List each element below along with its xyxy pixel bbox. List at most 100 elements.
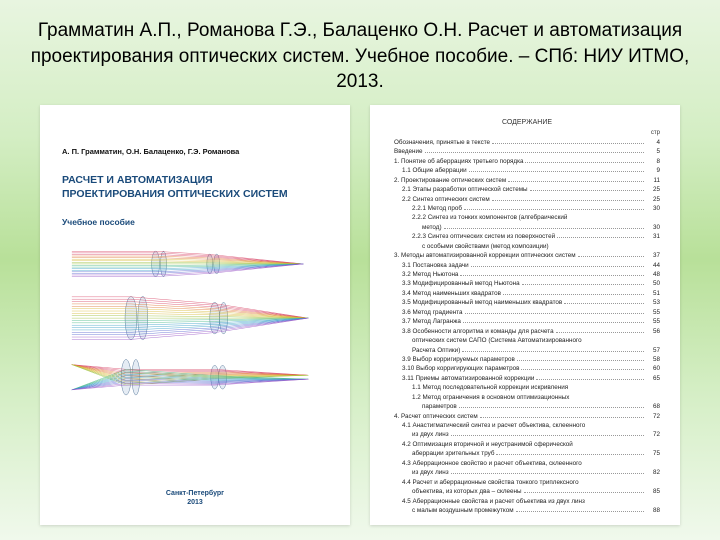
toc-page-num: 72: [646, 412, 660, 421]
toc-line: 3.6 Метод градиента55: [394, 308, 660, 317]
toc-text: 1. Понятие об аберрациях третьего порядк…: [394, 157, 523, 166]
toc-line-cont: из двух линз72: [394, 430, 660, 439]
toc-dots: [460, 275, 644, 276]
toc-page-num: 31: [646, 232, 660, 241]
toc-page-num: 25: [646, 195, 660, 204]
cover-page: А. П. Грамматин, О.Н. Балаценко, Г.Э. Ро…: [40, 105, 350, 525]
toc-dots: [530, 190, 644, 191]
toc-text: из двух линз: [412, 468, 449, 477]
toc-line: 3.10 Выбор корригирующих параметров 60: [394, 364, 660, 373]
toc-line: 4.3 Аберрационное свойство и расчет объе…: [394, 459, 660, 468]
toc-page-num: 51: [646, 289, 660, 298]
optical-diagram: [62, 243, 328, 408]
toc-line: 3.1 Постановка задачи44: [394, 261, 660, 270]
toc-text: Обозначения, принятые в тексте: [394, 138, 490, 147]
toc-text: 2. Проектирование оптических систем: [394, 176, 506, 185]
toc-line: 2.2.3 Синтез оптических систем из поверх…: [394, 232, 660, 241]
toc-line: 2.2 Синтез оптических систем 25: [394, 195, 660, 204]
toc-line: 2.2.2 Синтез из тонких компонентов (алге…: [394, 213, 660, 222]
toc-line: оптических систем САПО (Система Автомати…: [394, 336, 660, 345]
toc-dots: [425, 152, 644, 153]
toc-header: СОДЕРЖАНИЕ: [394, 119, 660, 126]
toc-dots: [521, 369, 644, 370]
toc-page-num: 53: [646, 298, 660, 307]
toc-text: 1.1 Общие аберрации: [402, 166, 467, 175]
toc-dots: [451, 435, 644, 436]
toc-line: 3. Методы автоматизированной коррекции о…: [394, 251, 660, 260]
toc-page-num: 5: [646, 147, 660, 156]
toc-text: 2.2.2 Синтез из тонких компонентов (алге…: [412, 213, 567, 222]
toc-page-num: 56: [646, 327, 660, 336]
cover-year: 2013: [187, 499, 203, 506]
toc-dots: [496, 454, 644, 455]
toc-text: 3.9 Выбор корригируемых параметров: [402, 355, 515, 364]
toc-line-cont: метод) 30: [394, 223, 660, 232]
toc-page-col: стр: [394, 130, 660, 136]
toc-line: 3.5 Модифицированный метод наименьших кв…: [394, 298, 660, 307]
toc-line: 1.1 Метод последовательной коррекции иск…: [394, 383, 660, 392]
toc-line: 3.11 Приемы автоматизированной коррекции…: [394, 374, 660, 383]
pages-row: А. П. Грамматин, О.Н. Балаценко, Г.Э. Ро…: [0, 105, 720, 525]
toc-text: объектива, из которых два – склеены: [412, 487, 522, 496]
cover-title: РАСЧЕТ И АВТОМАТИЗАЦИЯ ПРОЕКТИРОВАНИЯ ОП…: [62, 174, 328, 201]
cover-authors: А. П. Грамматин, О.Н. Балаценко, Г.Э. Ро…: [62, 147, 328, 156]
toc-page-num: 88: [646, 506, 660, 515]
toc-text: 2.2.1 Метод проб: [412, 204, 462, 213]
toc-page-num: 48: [646, 270, 660, 279]
toc-text: 3.4 Метод наименьших квадратов: [402, 289, 501, 298]
toc-page-num: 75: [646, 449, 660, 458]
toc-dots: [459, 407, 644, 408]
toc-page-num: 85: [646, 487, 660, 496]
toc-line: 4.4 Расчет и аберрационные свойства тонк…: [394, 478, 660, 487]
toc-text: 4.4 Расчет и аберрационные свойства тонк…: [402, 478, 579, 487]
toc-dots: [463, 322, 644, 323]
toc-dots: [508, 181, 644, 182]
toc-text: Введение: [394, 147, 423, 156]
toc-text: 3.10 Выбор корригирующих параметров: [402, 364, 519, 373]
toc-page-num: 82: [646, 468, 660, 477]
toc-page-num: 44: [646, 261, 660, 270]
toc-page-num: 57: [646, 346, 660, 355]
toc-dots: [465, 313, 645, 314]
toc-line: параметров68: [394, 402, 660, 411]
toc-dots: [492, 143, 644, 144]
cover-title-line1: РАСЧЕТ И АВТОМАТИЗАЦИЯ: [62, 174, 213, 186]
toc-line: 1. Понятие об аберрациях третьего порядк…: [394, 157, 660, 166]
toc-page-num: 60: [646, 364, 660, 373]
toc-page-num: 9: [646, 166, 660, 175]
toc-text: 2.2 Синтез оптических систем: [402, 195, 490, 204]
toc-line: 4. Расчет оптических систем 72: [394, 412, 660, 421]
toc-text: аберрации зрительных труб: [412, 449, 494, 458]
toc-page-num: 65: [646, 374, 660, 383]
toc-text: 4.5 Аберрационные свойства и расчет объе…: [402, 497, 585, 506]
toc-text: 4. Расчет оптических систем: [394, 412, 478, 421]
toc-dots: [471, 266, 644, 267]
toc-line: 2.2.1 Метод проб 30: [394, 204, 660, 213]
toc-line: 3.2 Метод Ньютона48: [394, 270, 660, 279]
toc-text: с малым воздушным промежутком: [412, 506, 514, 515]
toc-page-num: 58: [646, 355, 660, 364]
toc-text: оптических систем САПО (Система Автомати…: [412, 336, 582, 345]
toc-text: параметров: [422, 402, 457, 411]
cover-city: Санкт-Петербург: [166, 490, 224, 497]
toc-page-num: 55: [646, 308, 660, 317]
toc-page: СОДЕРЖАНИЕ стр Обозначения, принятые в т…: [370, 105, 680, 525]
toc-page-num: 8: [646, 157, 660, 166]
toc-page-num: 30: [646, 204, 660, 213]
slide-title: Грамматин А.П., Романова Г.Э., Балаценко…: [0, 0, 720, 105]
toc-line-cont: из двух линз 82: [394, 468, 660, 477]
toc-page-num: 30: [646, 223, 660, 232]
toc-line: 4.1 Анастигматический синтез и расчет об…: [394, 421, 660, 430]
toc-line: 3.4 Метод наименьших квадратов 51: [394, 289, 660, 298]
toc-line-cont: с малым воздушным промежутком 88: [394, 506, 660, 515]
toc-text: метод): [422, 223, 442, 232]
toc-line-cont: аберрации зрительных труб 75: [394, 449, 660, 458]
toc-text: 3.8 Особенности алгоритма и команды для …: [402, 327, 554, 336]
toc-dots: [469, 171, 644, 172]
toc-text: Расчета Оптики): [412, 346, 460, 355]
toc-dots: [464, 209, 644, 210]
toc-dots: [492, 200, 644, 201]
toc-text: 3.3 Модифицированный метод Ньютона: [402, 279, 520, 288]
toc-text: 3.5 Модифицированный метод наименьших кв…: [402, 298, 562, 307]
toc-line: 3.3 Модифицированный метод Ньютона50: [394, 279, 660, 288]
